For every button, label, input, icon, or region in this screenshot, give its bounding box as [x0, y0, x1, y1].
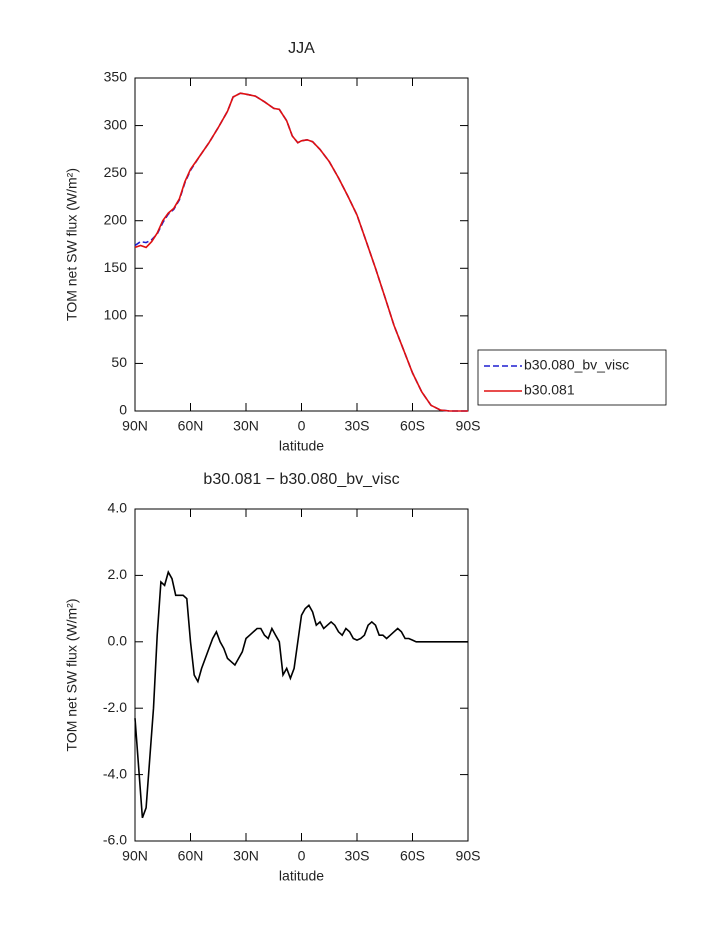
x-tick-label: 60N: [178, 848, 204, 864]
y-tick-label: 0.0: [108, 633, 128, 649]
x-tick-label: 30S: [345, 418, 370, 434]
x-tick-label: 90N: [122, 848, 148, 864]
x-tick-label: 0: [298, 418, 306, 434]
y-tick-label: 350: [104, 69, 128, 85]
x-tick-label: 60S: [400, 418, 425, 434]
y-axis-label: TOM net SW flux (W/m²): [64, 599, 80, 752]
y-tick-label: 0: [119, 402, 127, 418]
x-axis-label: latitude: [279, 438, 324, 454]
chart-title: JJA: [288, 40, 315, 57]
plot-frame: [134, 508, 469, 842]
x-tick-label: 90S: [456, 848, 481, 864]
y-tick-label: 150: [104, 259, 128, 275]
y-tick-label: 200: [104, 211, 128, 227]
x-tick-label: 90N: [122, 418, 148, 434]
x-tick-label: 30N: [233, 848, 259, 864]
data-line: [134, 570, 468, 819]
y-tick-label: 4.0: [108, 500, 128, 516]
y-tick-label: 250: [104, 164, 128, 180]
y-tick-label: -2.0: [103, 699, 127, 715]
legend-box: [477, 349, 667, 406]
chart-title: b30.081 − b30.080_bv_visc: [203, 471, 399, 488]
legend-label: b30.081: [524, 382, 575, 398]
x-tick-label: 0: [298, 848, 306, 864]
y-tick-label: -6.0: [103, 832, 127, 848]
legend-label: b30.080_bv_visc: [524, 357, 629, 373]
y-tick-label: 300: [104, 116, 128, 132]
x-tick-label: 30S: [345, 848, 370, 864]
x-tick-label: 60S: [400, 848, 425, 864]
y-tick-label: 2.0: [108, 566, 128, 582]
x-tick-label: 30N: [233, 418, 259, 434]
data-line: [134, 92, 468, 412]
x-tick-label: 90S: [456, 418, 481, 434]
x-axis-label: latitude: [279, 868, 324, 884]
y-axis-label: TOM net SW flux (W/m²): [64, 168, 80, 321]
plot-frame: [134, 77, 469, 412]
y-tick-label: 50: [111, 354, 127, 370]
y-tick-label: 100: [104, 307, 128, 323]
y-tick-label: -4.0: [103, 765, 127, 781]
x-tick-label: 60N: [178, 418, 204, 434]
